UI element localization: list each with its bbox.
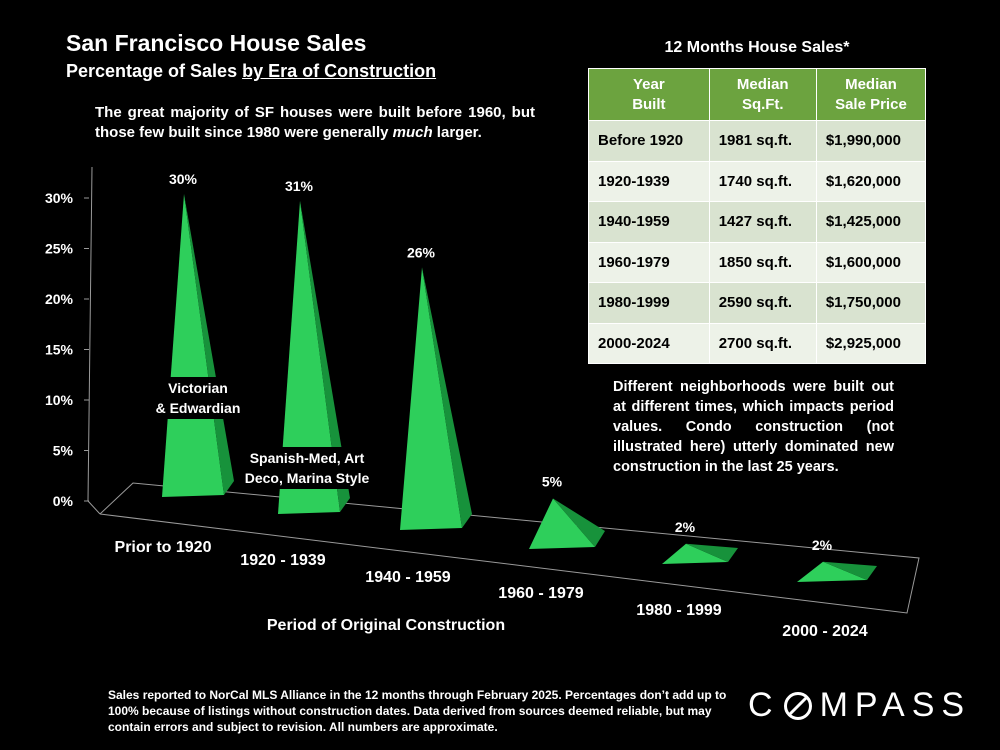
compass-logo: C MPASS [748,686,971,725]
pyramid-bar-front [797,561,867,582]
y-tick-label: 15% [45,342,74,358]
pyramid-bar-front [400,267,462,530]
table-cell: $1,600,000 [815,241,927,283]
logo-text-prefix: C [748,686,780,724]
annotation-label: Deco, Marina Style [245,470,370,486]
table-cell: 1940-1959 [588,201,710,243]
table-title: 12 Months House Sales* [664,39,850,56]
table-row: 1920-1939 1740 sq.ft. $1,620,000 [588,160,927,202]
pyramid-bar-front [278,200,340,514]
pyramid-bar-front [662,543,728,564]
data-label: 31% [285,178,314,194]
annotation-label: Victorian [168,380,228,396]
annotation-label: & Edwardian [156,400,241,416]
header-median-sqft: Median Sq.Ft. [708,68,817,121]
y-tick-label: 10% [45,392,74,408]
page-title: San Francisco House Sales [66,30,367,56]
header-year-built: Year Built [588,68,710,121]
sales-table: Year Built Median Sq.Ft. Median Sale Price … [588,68,927,364]
table-cell: $2,925,000 [815,322,927,364]
table-cell: 1960-1979 [588,241,710,283]
annotation-background [238,447,376,489]
footer-disclaimer: Sales reported to NorCal MLS Alliance in… [108,688,727,734]
table-row: 2000-2024 2700 sq.ft. $2,925,000 [588,322,927,364]
data-label: 30% [169,171,198,187]
table-cell: Before 1920 [588,120,710,162]
intro-text-end: larger. [432,124,482,141]
pyramid-bar-front [162,194,224,497]
x-category-label: 2000 - 2024 [782,623,868,640]
data-label: 2% [812,537,833,553]
table-cell: 1980-1999 [588,282,710,324]
table-header-row: Year Built Median Sq.Ft. Median Sale Price [588,68,927,121]
annotation-background [151,377,245,419]
neighborhood-note: Different neighborhoods were built out a… [613,379,894,475]
table-cell: 1920-1939 [588,160,710,202]
y-tick-label: 5% [53,443,74,459]
table-cell: 1740 sq.ft. [708,160,817,202]
intro-text-emphasis: much [392,124,433,141]
x-category-label: 1960 - 1979 [498,585,584,602]
pyramid-bar-front [529,498,595,549]
data-label: 2% [675,519,696,535]
table-row: 1980-1999 2590 sq.ft. $1,750,000 [588,282,927,324]
table-row: Before 1920 1981 sq.ft. $1,990,000 [588,120,927,162]
table-cell: $1,750,000 [815,282,927,324]
table-cell: 1981 sq.ft. [708,120,817,162]
table-cell: 1850 sq.ft. [708,241,817,283]
logo-text-suffix: MPASS [819,686,972,724]
y-tick-label: 30% [45,190,74,206]
table-cell: $1,425,000 [815,201,927,243]
annotation-label: Spanish-Med, Art [250,450,365,466]
header-median-price: Median Sale Price [815,68,927,121]
data-label: 5% [542,474,563,490]
y-tick-label: 20% [45,291,74,307]
y-tick-label: 0% [53,493,74,509]
pyramid-bar-side [184,194,234,495]
subtitle-emphasis: by Era of Construction [242,61,437,81]
table-cell: 2700 sq.ft. [708,322,817,364]
page-subtitle: Percentage of Sales by Era of Constructi… [66,61,436,82]
chart-floor-outline [99,482,920,614]
x-category-label: 1980 - 1999 [636,602,722,619]
y-axis-line [87,166,101,515]
x-category-label: 1920 - 1939 [240,552,326,569]
intro-text-start: The great majority of SF houses were bui… [95,104,535,141]
table-cell: $1,620,000 [815,160,927,202]
compass-o-icon [783,691,813,721]
table-cell: 1427 sq.ft. [708,201,817,243]
x-category-label: 1940 - 1959 [365,569,451,586]
pyramid-bar-side [553,498,605,547]
pyramid-bar-chart: 0% 5% 10% 15% 20% 25% 30% 30% 31% 26% 5% 2% 2% Victor… [45,166,920,640]
x-axis-title: Period of Original Construction [267,617,505,634]
pyramid-bar-side [300,200,350,512]
x-category-label: Prior to 1920 [115,539,212,556]
data-label: 26% [407,244,436,260]
pyramid-bar-side [422,267,472,528]
subtitle-prefix: Percentage of Sales [66,61,243,81]
table-row: 1940-1959 1427 sq.ft. $1,425,000 [588,201,927,243]
table-row: 1960-1979 1850 sq.ft. $1,600,000 [588,241,927,283]
y-tick-label: 25% [45,241,74,257]
table-cell: $1,990,000 [815,120,927,162]
pyramid-bar-side [686,543,738,562]
table-cell: 2590 sq.ft. [708,282,817,324]
intro-text: The great majority of SF houses were bui… [95,103,535,143]
pyramid-bar-side [823,561,877,580]
table-cell: 2000-2024 [588,322,710,364]
